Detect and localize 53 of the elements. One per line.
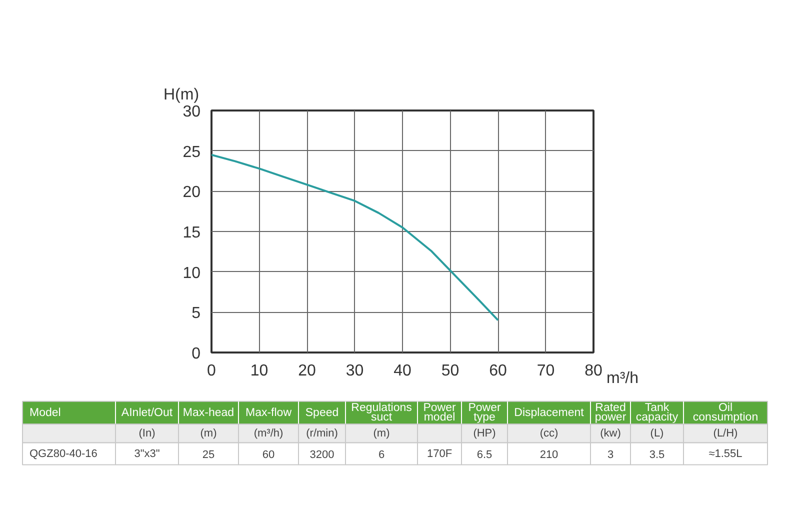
text: (kw): [600, 427, 621, 440]
y-tick-label: 15: [182, 224, 201, 242]
text: QGZ80-40-16: [30, 448, 98, 460]
y-tick-label: 20: [182, 184, 201, 202]
text: (m): [373, 427, 390, 440]
x-tick-label: 70: [536, 362, 555, 380]
y-tick-label: 25: [182, 144, 201, 161]
text: (L): [650, 427, 664, 440]
text: (cc): [540, 427, 558, 440]
x-tick-label: 20: [298, 362, 316, 380]
text: (r/min): [306, 427, 338, 440]
text: ≈1.55L: [708, 448, 742, 460]
text: 3"x3": [134, 448, 160, 460]
text: Displacement: [514, 406, 585, 419]
line-series: [212, 154, 499, 322]
text: AInlet/Out: [121, 406, 174, 419]
text: (HP): [473, 427, 496, 440]
y-axis-title: H(m): [164, 86, 200, 104]
text: Regulations suct: [351, 402, 412, 424]
text: 60: [262, 448, 275, 461]
text: 3200: [310, 448, 334, 461]
text: 3: [607, 448, 614, 461]
y-tick-label: 10: [182, 264, 201, 282]
text: Model: [30, 406, 61, 419]
x-axis-title: m³/h: [606, 370, 638, 387]
text: 170F: [426, 448, 452, 460]
text: Power type: [468, 402, 501, 424]
text: Tank capacity: [636, 402, 678, 424]
text: Speed: [305, 406, 339, 419]
text: Rated power: [594, 402, 626, 424]
text: Power model: [423, 402, 456, 424]
text: Max-flow: [245, 406, 292, 419]
text: 3.5: [649, 448, 665, 461]
text: (In): [138, 427, 156, 440]
text: (m): [200, 427, 217, 440]
x-tick-label: 80: [584, 362, 602, 380]
text: (m³/h): [254, 427, 284, 440]
text: 25: [202, 448, 215, 461]
text: (L/H): [713, 427, 738, 440]
x-tick-label: 60: [489, 362, 507, 380]
text: Max-head: [182, 406, 234, 419]
text: 6: [378, 448, 385, 461]
x-tick-label: 10: [250, 362, 268, 380]
x-tick-label: 50: [441, 362, 460, 380]
text: 6.5: [476, 448, 492, 461]
text: Oil consumption: [692, 402, 758, 424]
y-tick-label: 30: [182, 104, 201, 120]
y-tick-label: 5: [192, 305, 201, 322]
x-tick-label: 0: [207, 362, 216, 380]
x-tick-label: 40: [394, 362, 412, 380]
x-tick-label: 30: [346, 362, 364, 380]
y-tick-label: 0: [192, 346, 201, 362]
text: 210: [540, 448, 558, 461]
